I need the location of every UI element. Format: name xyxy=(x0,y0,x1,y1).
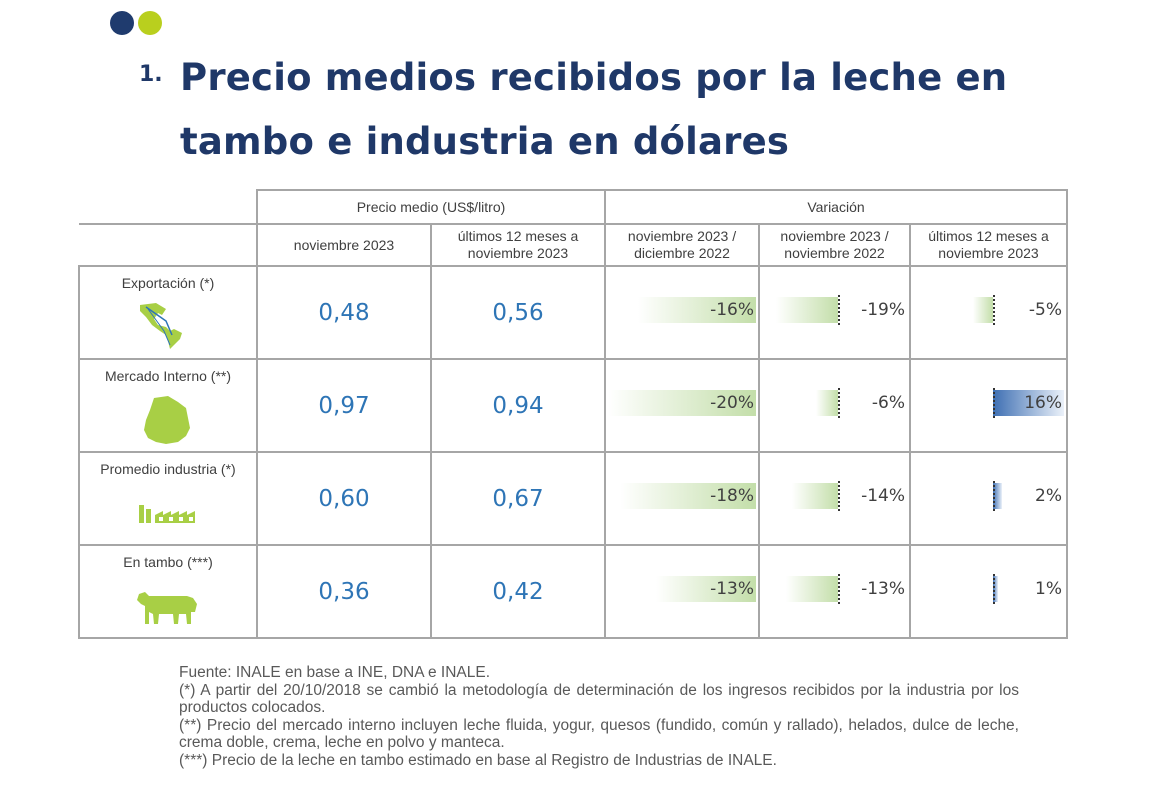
brand-dots xyxy=(110,11,170,37)
page-title: Precio medios recibidos por la leche en … xyxy=(180,56,1008,163)
price-12m-cell: 0,67 xyxy=(430,451,606,546)
col-header-var-dic: noviembre 2023 / diciembre 2022 xyxy=(604,223,760,267)
source-note: Fuente: INALE en base a INE, DNA e INALE… xyxy=(179,664,491,681)
zero-axis xyxy=(993,574,995,604)
price-nov-value: 0,60 xyxy=(318,485,370,512)
variation-value: -18% xyxy=(710,486,754,506)
variation-bar xyxy=(993,576,998,602)
zero-axis xyxy=(838,388,840,418)
row-label: Promedio industria (*) xyxy=(100,461,236,477)
variation-value: -16% xyxy=(710,300,754,320)
price-nov-value: 0,36 xyxy=(318,578,370,605)
navy-dot-icon xyxy=(110,11,134,35)
var-cell: -14% xyxy=(758,451,911,546)
row-label: Exportación (*) xyxy=(121,275,215,291)
factory-icon xyxy=(139,505,195,523)
row-label-cell: Mercado Interno (**) xyxy=(78,358,258,453)
zero-axis xyxy=(838,295,840,325)
variation-value: -5% xyxy=(1028,300,1062,320)
variation-value: 2% xyxy=(1035,486,1062,506)
var-cell: -18% xyxy=(604,451,760,546)
var-cell: -19% xyxy=(758,265,911,360)
var-cell: -20% xyxy=(604,358,760,453)
variation-value: 16% xyxy=(1024,393,1062,413)
var-cell: 2% xyxy=(909,451,1068,546)
variation-value: -6% xyxy=(871,393,905,413)
variation-value: -14% xyxy=(861,486,905,506)
price-12m-value: 0,67 xyxy=(492,485,544,512)
section-number: 1. xyxy=(139,62,163,87)
price-12m-value: 0,94 xyxy=(492,392,544,419)
footnote-2: (**) Precio del mercado interno incluyen… xyxy=(179,716,1019,752)
variation-bar xyxy=(638,297,756,323)
variation-bar xyxy=(993,483,1002,509)
price-nov-cell: 0,60 xyxy=(256,451,432,546)
variation-value: -13% xyxy=(710,579,754,599)
zero-axis xyxy=(838,481,840,511)
price-nov-cell: 0,97 xyxy=(256,358,432,453)
variation-value: -19% xyxy=(861,300,905,320)
footnote-1: (*) A partir del 20/10/2018 se cambió la… xyxy=(179,681,1019,717)
price-nov-cell: 0,48 xyxy=(256,265,432,360)
variation-value: -13% xyxy=(861,579,905,599)
variation-bar xyxy=(786,576,838,602)
var-cell: -5% xyxy=(909,265,1068,360)
row-label-cell: Exportación (*) xyxy=(78,265,258,360)
var-cell: -6% xyxy=(758,358,911,453)
row-label-cell: En tambo (***) xyxy=(78,544,258,639)
zero-axis xyxy=(993,388,995,418)
footnote-3: (***) Precio de la leche en tambo estima… xyxy=(179,751,777,769)
col-header-price-nov: noviembre 2023 xyxy=(256,223,432,267)
variation-value: 1% xyxy=(1035,579,1062,599)
price-nov-cell: 0,36 xyxy=(256,544,432,639)
var-cell: -13% xyxy=(758,544,911,639)
variation-bar xyxy=(776,297,838,323)
zero-axis xyxy=(838,574,840,604)
row-label: Mercado Interno (**) xyxy=(104,368,232,384)
variation-bar xyxy=(993,390,1064,416)
var-cell: -13% xyxy=(604,544,760,639)
price-12m-value: 0,42 xyxy=(492,578,544,605)
zero-axis xyxy=(993,295,995,325)
price-12m-value: 0,56 xyxy=(492,299,544,326)
price-table: Precio medio (US$/litro) Variación novie… xyxy=(78,189,1068,639)
row-label: En tambo (***) xyxy=(123,554,213,570)
variation-bar xyxy=(656,576,756,602)
cow-icon xyxy=(137,592,197,624)
var-cell: -16% xyxy=(604,265,760,360)
col-header-var-12m: últimos 12 meses a noviembre 2023 xyxy=(909,223,1068,267)
variation-group-header: Variación xyxy=(604,189,1068,225)
americas-map-icon xyxy=(140,303,182,349)
price-12m-cell: 0,42 xyxy=(430,544,606,639)
col-header-var-nov: noviembre 2023 / noviembre 2022 xyxy=(758,223,911,267)
price-nov-value: 0,48 xyxy=(318,299,370,326)
row-label-cell: Promedio industria (*) xyxy=(78,451,258,546)
variation-bar xyxy=(620,483,756,509)
var-cell: 1% xyxy=(909,544,1068,639)
col-header-price-12m: últimos 12 meses a noviembre 2023 xyxy=(430,223,606,267)
variation-bar xyxy=(973,297,993,323)
uruguay-map-icon xyxy=(144,396,190,444)
table-row: Exportación (*) 0,48 0,56 -16% -19% -5% xyxy=(78,265,1068,360)
footnotes: Fuente: INALE en base a INE, DNA e INALE… xyxy=(179,664,1019,769)
lime-dot-icon xyxy=(138,11,162,35)
table-row: Mercado Interno (**) 0,97 0,94 -20% -6% … xyxy=(78,358,1068,453)
price-group-header: Precio medio (US$/litro) xyxy=(256,189,606,225)
variation-value: -20% xyxy=(710,393,754,413)
variation-bar xyxy=(608,390,756,416)
variation-bar xyxy=(792,483,838,509)
table-row: Promedio industria (*) 0,60 0,67 -18% -1… xyxy=(78,451,1068,546)
var-cell: 16% xyxy=(909,358,1068,453)
price-nov-value: 0,97 xyxy=(318,392,370,419)
price-12m-cell: 0,94 xyxy=(430,358,606,453)
table-row: En tambo (***) 0,36 0,42 -13% -13% 1% xyxy=(78,544,1068,639)
price-12m-cell: 0,56 xyxy=(430,265,606,360)
variation-bar xyxy=(816,390,838,416)
zero-axis xyxy=(993,481,995,511)
